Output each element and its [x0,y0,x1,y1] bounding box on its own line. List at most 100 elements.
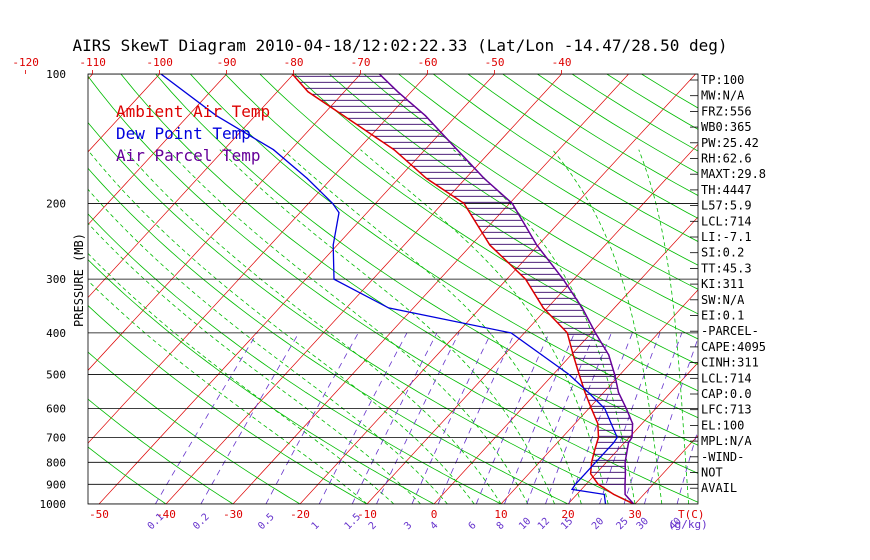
top-temp-tick-label: -70 [351,56,371,69]
stats-item: -WIND- [701,450,744,464]
dry-adiabat-line [88,398,234,504]
moist-adiabat-line [88,222,421,504]
stats-item: TT:45.3 [701,261,752,275]
pressure-tick-label: 600 [46,403,66,416]
air-parcel-temp-point [631,436,633,438]
dew-point-temp-point [603,493,605,496]
bottom-temp-tick-labels: -50 -40 -30 -20 -10 0 10 20 30 [89,508,642,521]
isotherm-line [98,74,495,504]
stats-item: MW:N/A [701,89,745,103]
stats-item: MPL:N/A [701,434,752,448]
mixing-ratio-line [200,332,300,504]
air-parcel-temp-point [617,391,620,393]
pressure-tick-label: 700 [46,431,66,444]
air-parcel-temp-point [624,493,626,496]
moist-adiabat-lines [88,149,689,504]
dew-point-temp-point [541,354,543,356]
top-temp-tick-label: -60 [418,56,438,69]
mixing-ratio-tick-label: 3 [402,520,414,532]
dew-point-temp-point [610,422,612,425]
ambient-air-temp-point [594,449,596,451]
air-parcel-temp-point [627,442,630,444]
mixing-ratio-tick-label: 4 [428,520,440,532]
mixing-ratio-tick-label: 12 [536,516,552,532]
moist-adiabat-line [638,149,689,504]
moist-adiabat-line [552,149,663,504]
isotherm-line [567,362,698,504]
stats-item: RH:62.6 [701,152,752,166]
dry-adiabat-line [88,446,167,504]
dry-adiabat-line [88,167,569,504]
ambient-air-temp-point [542,307,544,309]
stats-item: EL:100 [701,418,744,432]
isotherm-line [500,289,698,504]
bottom-temp-tick-label: 0 [431,508,438,521]
isotherm-line [165,74,562,504]
dew-point-temp-point [587,391,589,393]
dew-point-temp-point [584,473,586,475]
stats-item: CINH:311 [701,356,759,370]
moist-adiabat-line [282,149,582,504]
chart-title: AIRS SkewT Diagram 2010-04-18/12:02:22.3… [72,36,727,55]
stats-item: LFC:713 [701,403,752,417]
ambient-air-temp-point [613,493,615,496]
ambient-air-temp-line [291,74,635,504]
moist-adiabat-line [88,149,475,504]
mixing-ratio-line [623,332,683,504]
dew-point-temp-point [613,442,615,444]
air-parcel-temp-point [581,307,583,309]
stats-item: NOT [701,466,723,480]
dew-point-temp-point [387,307,390,309]
ambient-air-temp-point [463,202,465,205]
bottom-temp-unit: T(C) [678,508,705,521]
top-temp-tick-label: -90 [217,56,237,69]
air-parcel-temp-point [511,202,513,205]
ambient-air-temp-point [597,422,599,425]
stats-item: FRZ:556 [701,104,752,118]
ambient-air-temp-point [584,391,586,393]
pressure-tick-label: 300 [46,273,66,286]
pressure-tick-labels: 100 200 300 400 500 600 700 800 900 1000 [40,68,67,511]
dry-adiabat-line [467,74,698,219]
mixing-ratio-lines [155,332,698,504]
cape-hatching [294,75,633,485]
air-parcel-temp-point [632,422,634,425]
top-temp-tick-label: -110 [79,56,106,69]
mixing-ratio-line [644,337,698,504]
bottom-temp-tick-label: -30 [223,508,243,521]
air-parcel-temp-point [397,91,399,93]
isotherm-line [433,216,698,504]
legend-dew-point-temp: Dew Point Temp [116,124,251,143]
air-parcel-temp-point [594,332,597,334]
stats-item: CAPE:4095 [701,340,766,354]
stats-item: PW:25.42 [701,136,759,150]
legend: Ambient Air Temp Dew Point Temp Air Parc… [116,102,270,165]
dry-adiabat-lines [88,74,698,504]
mixing-ratio-line [437,332,516,504]
isotherm-line [88,74,428,444]
moist-adiabat-line [219,149,555,504]
top-temp-tick-label: -40 [552,56,572,69]
stats-item: WB0:365 [701,120,752,134]
isotherm-line [232,74,629,504]
ambient-air-temp-point [425,177,428,180]
mixing-ratio-tick-label: 20 [590,516,606,532]
moist-adiabat-line [88,280,368,504]
dew-point-temp-point [574,483,576,485]
moist-adiabat-line [88,188,448,504]
isotherm-line [88,74,160,153]
stats-item: SW:N/A [701,293,745,307]
isotherm-line [88,74,294,298]
pressure-tick-label: 400 [46,327,66,340]
bottom-temp-tick-label: 30 [628,508,641,521]
top-temp-tick-label: -100 [146,56,173,69]
stats-item: MAXT:29.8 [701,167,766,181]
air-parcel-temp-point [456,149,458,151]
bottom-temp-tick-label: -50 [89,508,109,521]
isotherm-line [0,74,26,504]
stats-item: KI:311 [701,277,744,291]
dew-point-temp-point [306,177,308,180]
dry-adiabat-line [433,74,698,242]
dew-point-temp-point [338,211,340,214]
